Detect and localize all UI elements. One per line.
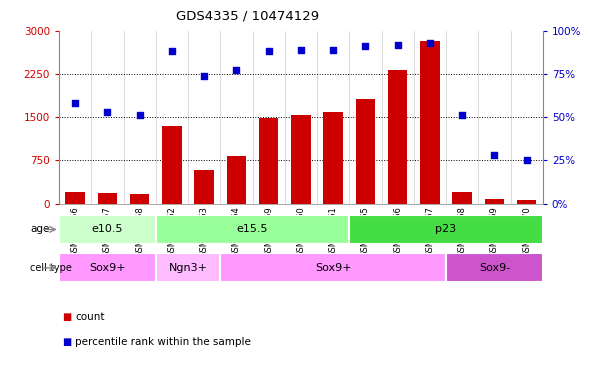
Text: ■: ■: [62, 337, 71, 347]
Text: e10.5: e10.5: [91, 224, 123, 235]
Point: [360, 43, 370, 50]
Point: [425, 40, 435, 46]
Point: [199, 73, 209, 79]
Bar: [446, 253, 543, 282]
Text: ■: ■: [62, 312, 71, 322]
Bar: [259, 118, 278, 204]
Bar: [517, 200, 536, 204]
Bar: [65, 192, 85, 204]
Bar: [291, 116, 310, 204]
Point: [264, 48, 273, 55]
Text: e15.5: e15.5: [237, 224, 268, 235]
Bar: [162, 126, 182, 204]
Bar: [156, 215, 349, 244]
Point: [296, 47, 306, 53]
Text: count: count: [75, 312, 104, 322]
Point: [70, 100, 80, 106]
Point: [393, 41, 402, 48]
Point: [329, 47, 338, 53]
Bar: [485, 200, 504, 204]
Point: [103, 109, 112, 115]
Point: [490, 152, 499, 158]
Bar: [356, 99, 375, 204]
Bar: [130, 194, 149, 204]
Bar: [323, 112, 343, 204]
Text: Sox9+: Sox9+: [89, 263, 126, 273]
Bar: [156, 253, 220, 282]
Text: percentile rank within the sample: percentile rank within the sample: [75, 337, 251, 347]
Text: Sox9-: Sox9-: [479, 263, 510, 273]
Bar: [59, 215, 156, 244]
Bar: [453, 192, 472, 204]
Bar: [227, 156, 246, 204]
Text: p23: p23: [435, 224, 457, 235]
Text: Sox9+: Sox9+: [315, 263, 352, 273]
Text: cell type: cell type: [30, 263, 72, 273]
Bar: [195, 170, 214, 204]
Bar: [388, 70, 407, 204]
Point: [135, 113, 145, 119]
Text: GDS4335 / 10474129: GDS4335 / 10474129: [176, 10, 319, 23]
Bar: [349, 215, 543, 244]
Text: age: age: [30, 224, 50, 235]
Point: [232, 68, 241, 74]
Text: Ngn3+: Ngn3+: [169, 263, 208, 273]
Point: [522, 157, 532, 164]
Point: [457, 113, 467, 119]
Bar: [220, 253, 446, 282]
Bar: [98, 194, 117, 204]
Bar: [59, 253, 156, 282]
Bar: [420, 41, 440, 204]
Point: [167, 48, 176, 55]
